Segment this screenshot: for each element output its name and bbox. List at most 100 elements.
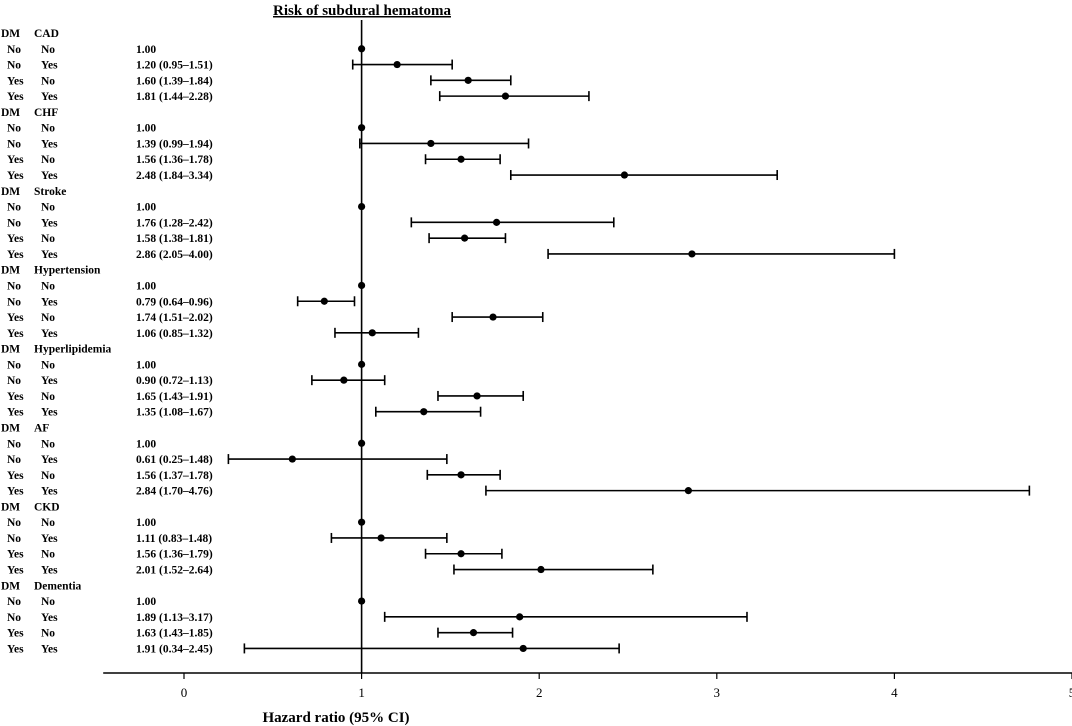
row-dm-value: Yes bbox=[7, 75, 24, 87]
row-dm-value: Yes bbox=[7, 170, 24, 182]
row-hr-label: 1.56 (1.36–1.78) bbox=[136, 154, 213, 166]
row-dm-value: No bbox=[7, 44, 21, 56]
hr-point bbox=[457, 155, 465, 163]
hr-point bbox=[377, 534, 385, 542]
hr-point bbox=[469, 629, 478, 637]
row-dm-value: Yes bbox=[7, 91, 24, 103]
row-hr-label: 0.90 (0.72–1.13) bbox=[136, 375, 213, 387]
row-dm-value: No bbox=[7, 202, 21, 214]
row-covariate-value: No bbox=[41, 202, 55, 214]
row-hr-label: 1.89 (1.13–3.17) bbox=[136, 612, 213, 624]
row-covariate-value: No bbox=[41, 628, 55, 640]
row-dm-value: Yes bbox=[7, 470, 24, 482]
row-dm-value: No bbox=[7, 596, 21, 608]
row-dm-value: No bbox=[7, 517, 21, 529]
row-hr-label: 1.00 bbox=[136, 517, 156, 529]
x-tick-label: 3 bbox=[714, 685, 721, 700]
hr-point bbox=[358, 518, 366, 526]
group-header: Hyperlipidemia bbox=[34, 344, 112, 356]
row-dm-value: Yes bbox=[7, 249, 24, 261]
row-covariate-value: No bbox=[41, 154, 55, 166]
row-covariate-value: No bbox=[41, 470, 55, 482]
row-hr-label: 1.91 (0.34–2.45) bbox=[136, 643, 213, 655]
row-covariate-value: Yes bbox=[41, 486, 58, 498]
row-covariate-value: Yes bbox=[41, 91, 58, 103]
group-header: CHF bbox=[34, 107, 58, 119]
row-covariate-value: Yes bbox=[41, 407, 58, 419]
row-covariate-value: Yes bbox=[41, 533, 58, 545]
row-dm-value: Yes bbox=[7, 407, 24, 419]
hr-point bbox=[427, 139, 435, 148]
group-dm-header: DM bbox=[1, 107, 20, 119]
hr-point bbox=[489, 313, 497, 321]
row-dm-value: Yes bbox=[7, 154, 24, 166]
hr-point bbox=[620, 171, 629, 179]
row-dm-value: No bbox=[7, 454, 21, 466]
hr-point bbox=[358, 360, 366, 368]
row-dm-value: Yes bbox=[7, 628, 24, 640]
group-dm-header: DM bbox=[1, 501, 20, 513]
group-header: Stroke bbox=[34, 186, 66, 198]
row-dm-value: No bbox=[7, 138, 21, 150]
hr-point bbox=[368, 329, 376, 337]
row-covariate-value: Yes bbox=[41, 138, 58, 150]
hr-point bbox=[688, 250, 696, 258]
row-hr-label: 2.86 (2.05–4.00) bbox=[136, 249, 213, 261]
row-dm-value: Yes bbox=[7, 549, 24, 561]
hr-point bbox=[340, 376, 348, 384]
row-hr-label: 1.56 (1.36–1.79) bbox=[136, 549, 213, 561]
row-dm-value: Yes bbox=[7, 233, 24, 245]
x-tick-label: 2 bbox=[536, 685, 543, 700]
chart-title: Risk of subdural hematoma bbox=[273, 3, 451, 19]
hr-point bbox=[537, 565, 545, 574]
row-hr-label: 1.00 bbox=[136, 44, 156, 56]
row-covariate-value: Yes bbox=[41, 60, 58, 72]
hr-point bbox=[358, 597, 366, 605]
hr-point bbox=[464, 76, 472, 84]
group-header: Dementia bbox=[34, 580, 82, 592]
row-covariate-value: Yes bbox=[41, 454, 58, 466]
row-covariate-value: Yes bbox=[41, 643, 58, 655]
x-tick-label: 1 bbox=[358, 685, 365, 700]
row-covariate-value: No bbox=[41, 359, 55, 371]
row-hr-label: 1.56 (1.37–1.78) bbox=[136, 470, 213, 482]
row-dm-value: No bbox=[7, 375, 21, 387]
forest-rows: DM CAD No No 1.00 No Yes 1.20 (0.95–1.51) Yes No 1… bbox=[1, 28, 1031, 655]
row-dm-value: Yes bbox=[7, 486, 24, 498]
x-tick-label: 5 bbox=[1069, 685, 1072, 700]
row-hr-label: 1.60 (1.39–1.84) bbox=[136, 75, 213, 87]
row-dm-value: No bbox=[7, 533, 21, 545]
hr-point bbox=[393, 60, 401, 69]
hr-point bbox=[358, 281, 366, 290]
row-covariate-value: Yes bbox=[41, 375, 58, 387]
x-axis: 0 1 2 3 4 5 bbox=[103, 672, 1072, 700]
row-covariate-value: No bbox=[41, 438, 55, 450]
hr-point bbox=[473, 392, 481, 400]
row-covariate-value: No bbox=[41, 123, 55, 135]
row-dm-value: No bbox=[7, 438, 21, 450]
hr-point bbox=[461, 234, 469, 242]
row-covariate-value: No bbox=[41, 75, 55, 87]
row-covariate-value: No bbox=[41, 44, 55, 56]
row-hr-label: 2.48 (1.84–3.34) bbox=[136, 170, 213, 182]
row-dm-value: Yes bbox=[7, 328, 24, 340]
row-dm-value: Yes bbox=[7, 565, 24, 577]
hr-point bbox=[358, 202, 366, 211]
row-covariate-value: Yes bbox=[41, 565, 58, 577]
group-dm-header: DM bbox=[1, 265, 20, 277]
group-header: CKD bbox=[34, 501, 60, 513]
row-hr-label: 1.74 (1.51–2.02) bbox=[136, 312, 213, 324]
row-dm-value: No bbox=[7, 60, 21, 72]
row-hr-label: 1.00 bbox=[136, 202, 156, 214]
row-dm-value: No bbox=[7, 359, 21, 371]
row-hr-label: 1.81 (1.44–2.28) bbox=[136, 91, 213, 103]
hr-point bbox=[492, 218, 501, 226]
row-hr-label: 1.06 (0.85–1.32) bbox=[136, 328, 213, 340]
group-dm-header: DM bbox=[1, 580, 20, 592]
row-dm-value: No bbox=[7, 123, 21, 135]
hr-point bbox=[501, 92, 510, 100]
row-covariate-value: No bbox=[41, 233, 55, 245]
x-tick-label: 4 bbox=[891, 685, 898, 700]
row-hr-label: 1.65 (1.43–1.91) bbox=[136, 391, 213, 403]
row-covariate-value: No bbox=[41, 596, 55, 608]
